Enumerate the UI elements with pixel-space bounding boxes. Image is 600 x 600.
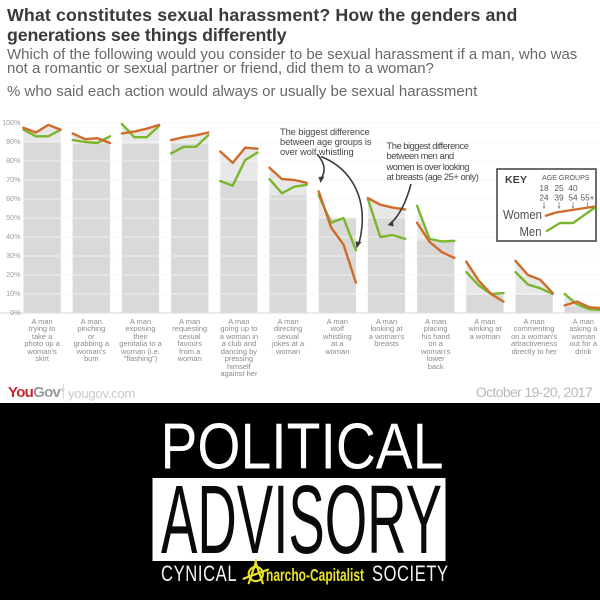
svg-text:60%: 60% — [6, 194, 21, 203]
svg-text:ADVISORY: ADVISORY — [161, 465, 442, 574]
svg-text:70%: 70% — [6, 175, 21, 184]
svg-text:25: 25 — [554, 183, 564, 193]
svg-text:POLITICAL: POLITICAL — [161, 411, 444, 483]
svg-text:30%: 30% — [6, 251, 21, 260]
svg-text:80%: 80% — [6, 156, 21, 165]
svg-text:20%: 20% — [6, 270, 21, 279]
svg-text:39: 39 — [554, 193, 564, 203]
svg-text:40: 40 — [568, 183, 578, 193]
svg-text:AGE GROUPS: AGE GROUPS — [542, 173, 590, 182]
svg-text:54: 54 — [568, 193, 578, 203]
svg-text:CYNICAL: CYNICAL — [161, 562, 237, 587]
svg-text:100%: 100% — [2, 118, 21, 127]
svg-text:18: 18 — [539, 183, 549, 193]
svg-text:40%: 40% — [6, 232, 21, 241]
svg-text:10%: 10% — [6, 289, 21, 298]
svg-text:24: 24 — [539, 193, 549, 203]
svg-text:Women: Women — [503, 207, 542, 222]
svg-text:KEY: KEY — [505, 174, 527, 186]
svg-text:Men: Men — [520, 224, 542, 239]
svg-text:55+: 55+ — [580, 193, 594, 203]
svg-text:50%: 50% — [6, 213, 21, 222]
svg-text:SOCIETY: SOCIETY — [372, 562, 449, 587]
svg-text:narcho-Capitalist: narcho-Capitalist — [266, 565, 364, 585]
svg-text:90%: 90% — [6, 137, 21, 146]
svg-text:0%: 0% — [10, 308, 21, 317]
